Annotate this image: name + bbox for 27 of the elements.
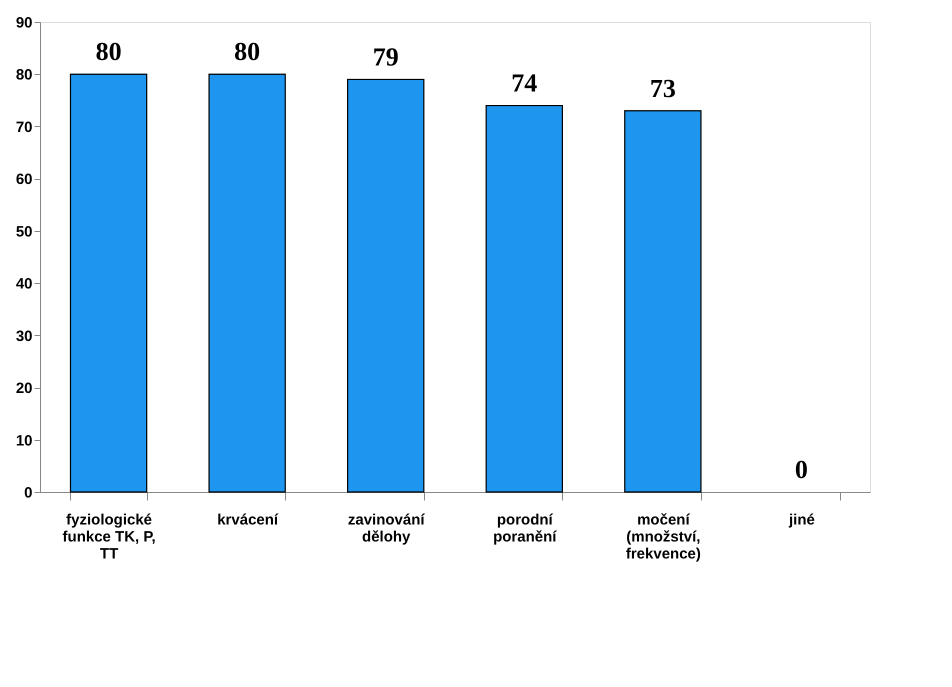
data-label: 73 bbox=[650, 74, 676, 103]
y-tick-label: 70 bbox=[16, 118, 32, 136]
bar bbox=[347, 78, 424, 493]
y-tick-label: 60 bbox=[16, 171, 32, 188]
data-label: 80 bbox=[234, 37, 260, 66]
bar bbox=[486, 104, 563, 493]
y-tick-label: 10 bbox=[16, 432, 32, 450]
bar bbox=[208, 74, 286, 493]
x-tick-label: močení (množství, frekvence) bbox=[626, 512, 701, 562]
data-label: 79 bbox=[372, 42, 399, 72]
y-tick-label: 0 bbox=[24, 484, 32, 502]
data-label: 80 bbox=[96, 37, 122, 66]
x-tick-label: krvácení bbox=[217, 512, 279, 528]
x-tick-label: porodní poranění bbox=[493, 512, 558, 546]
y-tick-label: 90 bbox=[16, 14, 32, 32]
bar bbox=[624, 110, 702, 493]
x-tick-label: zavinování dělohy bbox=[348, 512, 426, 546]
data-label: 0 bbox=[794, 455, 808, 484]
y-tick-label: 40 bbox=[16, 276, 32, 293]
y-tick-label: 50 bbox=[16, 223, 32, 240]
x-tick-label: fyziologické funkce TK, P, TT bbox=[62, 512, 156, 562]
bar bbox=[70, 74, 148, 493]
data-label: 74 bbox=[511, 68, 538, 98]
y-tick-label: 30 bbox=[16, 328, 32, 345]
x-tick-label: jiné bbox=[788, 512, 815, 528]
y-tick-label: 20 bbox=[16, 380, 32, 398]
y-tick-label: 80 bbox=[16, 66, 32, 84]
